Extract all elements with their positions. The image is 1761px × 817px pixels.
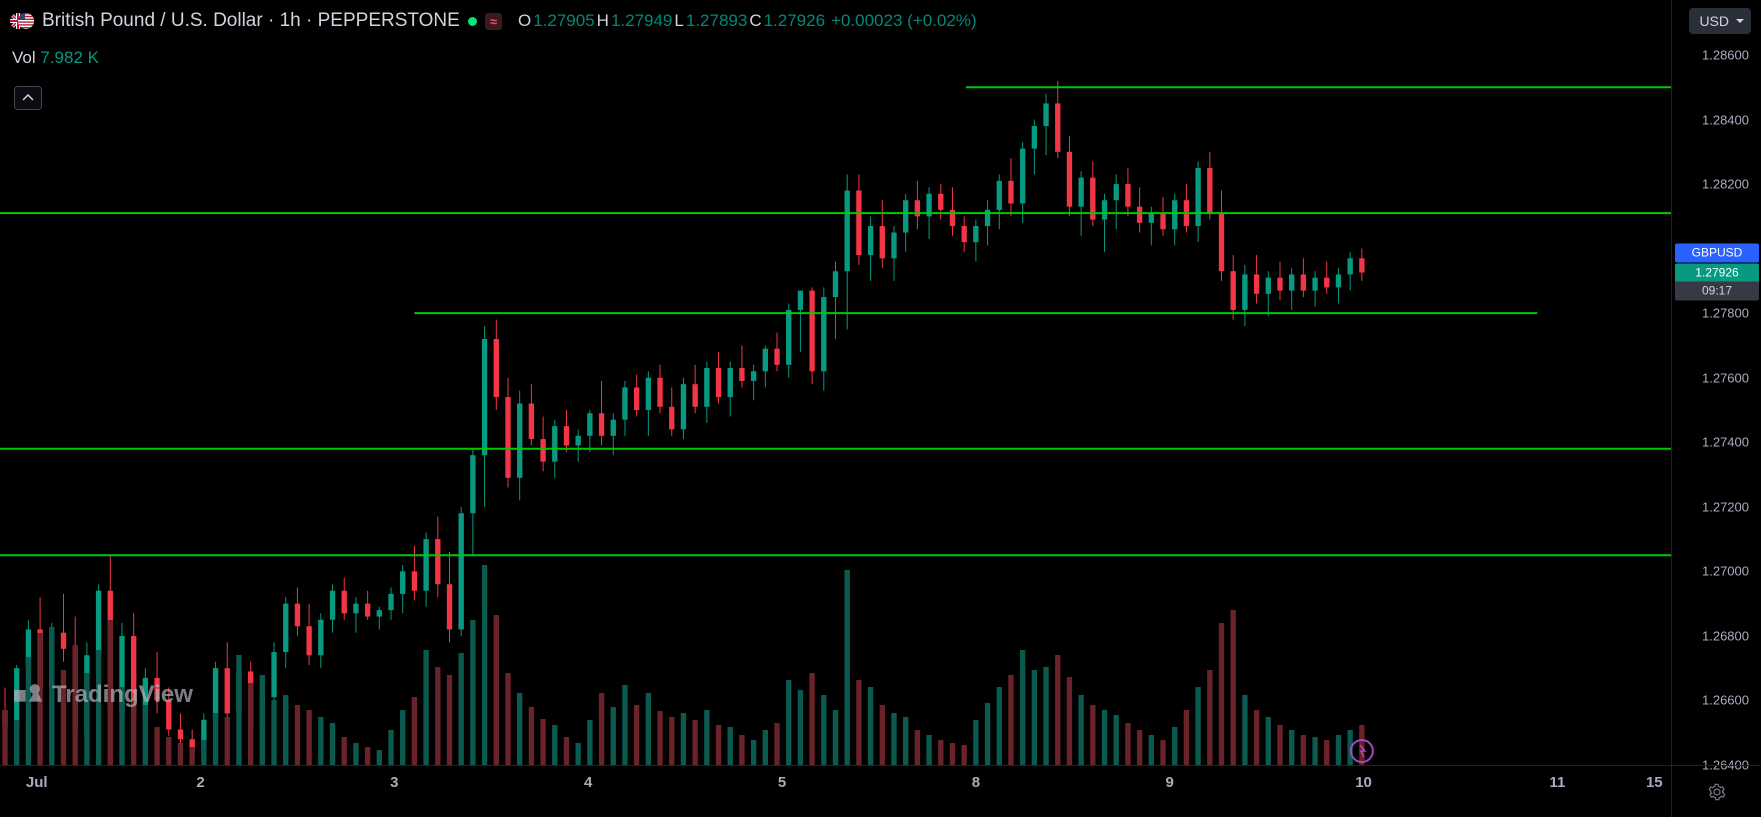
time-axis-tick: 5 [778, 774, 786, 791]
price-axis-tick: 1.28400 [1702, 112, 1749, 127]
price-axis-tick: 1.27000 [1702, 564, 1749, 579]
chart-pane[interactable]: TradingView [0, 0, 1671, 765]
currency-selector[interactable]: USD [1689, 8, 1751, 34]
time-axis-tick: 4 [584, 774, 592, 791]
price-axis-tick: 1.27800 [1702, 306, 1749, 321]
symbol-price-badge: GBPUSD [1675, 243, 1759, 262]
symbol-flag-icon [10, 9, 34, 33]
time-axis-tick: Jul [26, 774, 48, 791]
price-axis[interactable]: 1.286001.284001.282001.280001.278001.276… [1671, 0, 1761, 765]
gear-icon [1708, 783, 1726, 801]
price-axis-tick: 1.28200 [1702, 177, 1749, 192]
price-axis-tick: 1.27400 [1702, 435, 1749, 450]
tradingview-watermark: TradingView [14, 681, 193, 709]
price-axis-tick: 1.27600 [1702, 370, 1749, 385]
time-axis[interactable]: Jul 2 3 4 5 8 9 10 11 15 [0, 765, 1671, 817]
time-axis-tick: 9 [1166, 774, 1174, 791]
currency-selector-label: USD [1699, 13, 1729, 29]
axis-settings-button[interactable] [1671, 765, 1761, 817]
market-status-dot [468, 17, 477, 26]
price-axis-tick: 1.26800 [1702, 628, 1749, 643]
ohlc-readout: O1.27905 H1.27949 L1.27893 C1.27926 +0.0… [518, 11, 977, 31]
time-axis-tick: 8 [972, 774, 980, 791]
last-price-badge: 1.27926 [1675, 263, 1759, 282]
price-axis-tick: 1.27200 [1702, 499, 1749, 514]
time-axis-tick: 2 [196, 774, 204, 791]
symbol-title[interactable]: British Pound / U.S. Dollar · 1h · PEPPE… [42, 10, 460, 32]
time-axis-tick: 3 [390, 774, 398, 791]
collapse-legend-button[interactable] [14, 86, 42, 110]
price-axis-tick: 1.26600 [1702, 693, 1749, 708]
price-axis-tick: 1.28600 [1702, 48, 1749, 63]
countdown-badge: 09:17 [1675, 281, 1759, 300]
delayed-data-badge[interactable]: ≈ [485, 13, 502, 30]
time-axis-tick: 10 [1355, 774, 1372, 791]
time-axis-tick: 11 [1549, 774, 1565, 791]
time-axis-tick: 15 [1646, 774, 1663, 791]
volume-readout: Vol 7.982 K [12, 48, 99, 68]
